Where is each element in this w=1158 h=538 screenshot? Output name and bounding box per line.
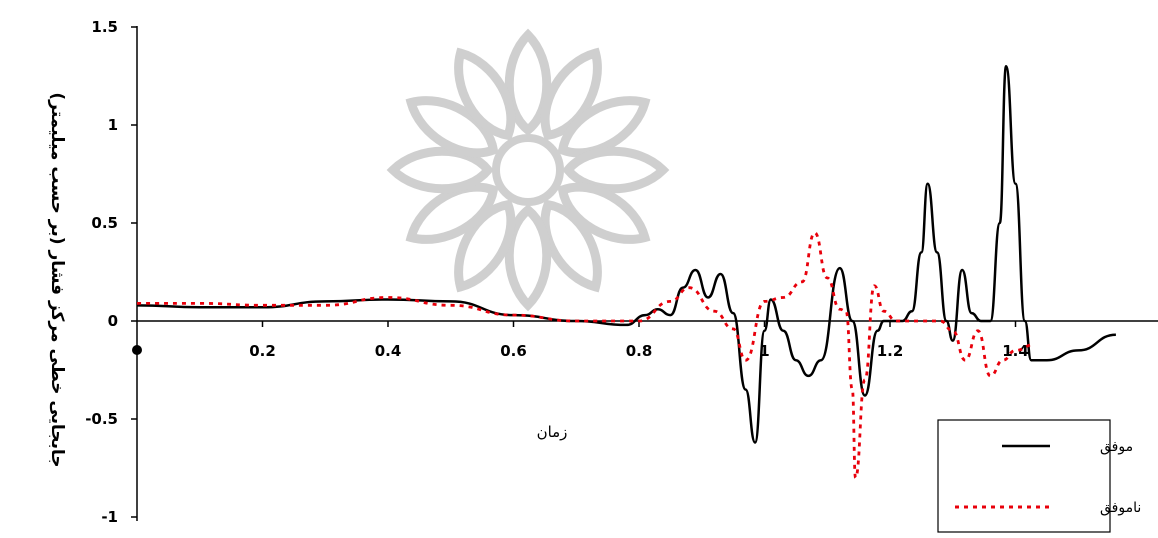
watermark-petal [504, 204, 552, 312]
x-tick-label: 1.2 [877, 342, 904, 360]
y-tick-label: 0 [108, 312, 118, 330]
origin-dot [132, 345, 142, 355]
series-line-successful [136, 64, 1116, 444]
series-line-unsuccessful [136, 231, 1035, 480]
legend-label-1: موفق [1100, 439, 1133, 455]
y-tick-label: 1.5 [91, 18, 118, 36]
x-ticks: 0.2 0.4 0.6 0.8 1 1.2 1.4 [249, 321, 1029, 360]
watermark-petal [557, 96, 651, 158]
watermark-petal [557, 182, 651, 244]
x-axis-label: زمان [537, 423, 568, 441]
x-tick-label: 0.6 [500, 342, 527, 360]
x-tick-label: 1 [759, 342, 769, 360]
y-tick-label: 1 [108, 116, 118, 134]
y-tick-label: -1 [101, 508, 118, 526]
watermark-petal [454, 47, 516, 141]
y-tick-label: 0.5 [91, 214, 118, 232]
watermark-logo [386, 28, 670, 312]
x-tick-label: 1.4 [1002, 342, 1029, 360]
legend-box [937, 419, 1111, 533]
y-axis-label: جابجایی خطی مرکز فشار (بر حسب میلیمتر) [47, 92, 67, 467]
x-tick-label: 0.2 [249, 342, 276, 360]
watermark-petal [540, 47, 602, 141]
watermark-petal [386, 146, 494, 194]
x-tick-label: 0.4 [375, 342, 402, 360]
watermark-petal [454, 199, 516, 293]
y-tick-label: -0.5 [85, 410, 118, 428]
watermark-petal [405, 182, 499, 244]
watermark-petal [540, 199, 602, 293]
legend-label-2: ناموفق [1100, 500, 1141, 516]
legend: موفق ناموفق [937, 419, 1141, 533]
watermark-petal [405, 96, 499, 158]
y-ticks: 1.5 1 0.5 0 -0.5 -1 [85, 18, 137, 526]
watermark-ring [492, 134, 564, 206]
x-tick-label: 0.8 [626, 342, 653, 360]
watermark-petal [562, 146, 670, 194]
series-lines [136, 64, 1116, 480]
watermark-petal [504, 28, 552, 136]
